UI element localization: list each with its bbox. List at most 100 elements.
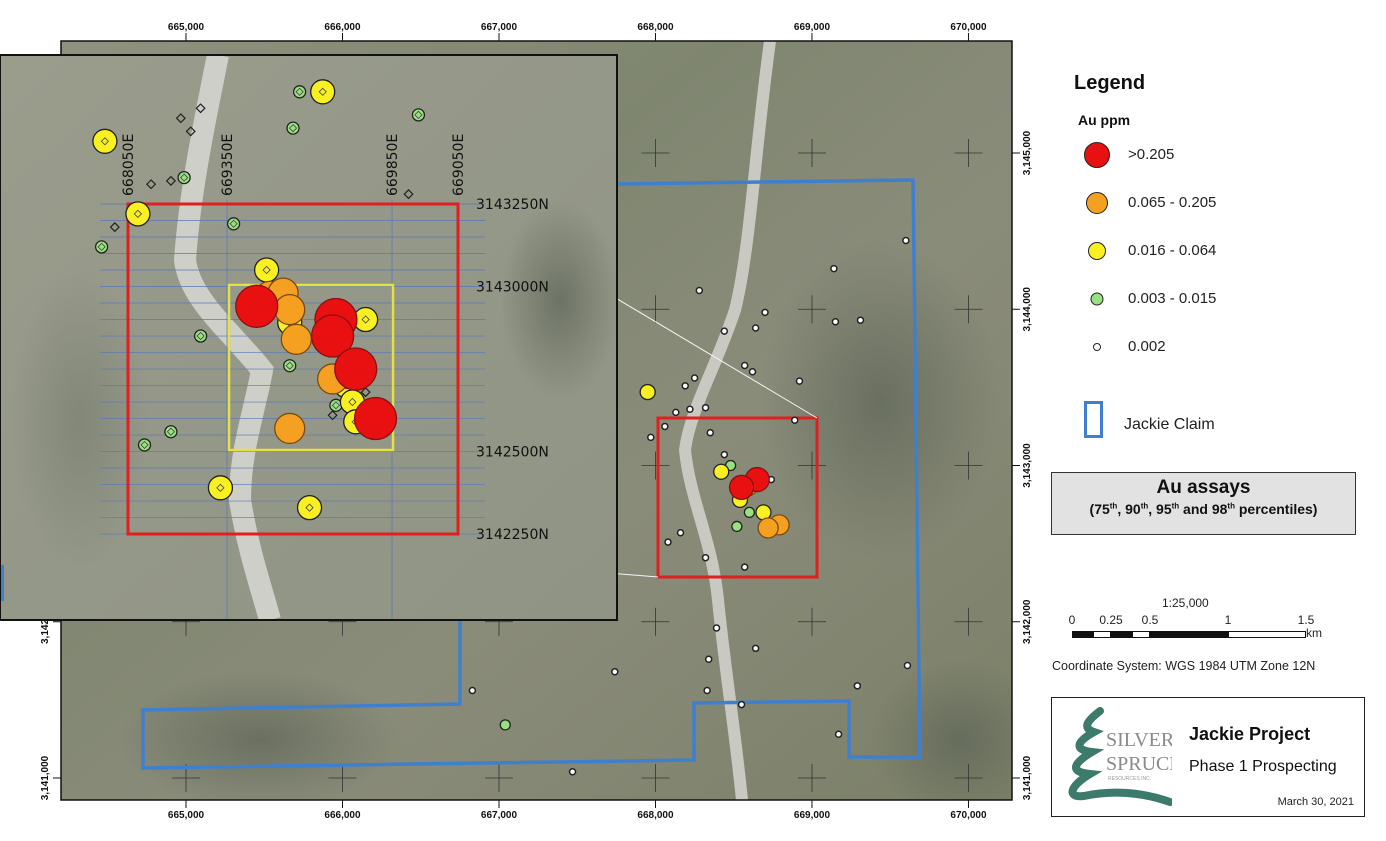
sample-point-diamond[interactable] <box>175 113 186 124</box>
y-tick-label-left: 3,142,000 <box>40 599 51 644</box>
assays-note-box: Au assays (75th, 90th, 95th and 98th per… <box>1051 472 1356 535</box>
sample-point-orange[interactable] <box>757 517 779 539</box>
green-circle-icon <box>1090 292 1104 306</box>
legend-label: 0.002 <box>1128 338 1166 355</box>
sample-point-small[interactable] <box>856 316 865 324</box>
x-tick-label-top: 669,000 <box>794 22 831 33</box>
sample-point-small[interactable] <box>712 624 721 632</box>
sample-point-diamond[interactable] <box>360 387 371 398</box>
sample-point-small[interactable] <box>720 450 729 459</box>
sample-point-yellow[interactable] <box>639 383 656 401</box>
sample-point-yellow[interactable] <box>125 201 151 227</box>
sample-point-yellow[interactable] <box>296 494 323 521</box>
sample-point-yellow[interactable] <box>253 257 280 283</box>
sample-point-green[interactable] <box>411 108 426 122</box>
sample-point-red[interactable] <box>353 396 398 441</box>
silver-spruce-logo: SILVER SPRUCE RESOURCES INC. <box>1068 707 1172 806</box>
sample-point-small[interactable] <box>737 700 746 709</box>
sample-point-orange[interactable] <box>274 293 306 326</box>
y-tick-label-left: 3,141,000 <box>40 755 51 800</box>
y-tick-label-right: 3,145,000 <box>1022 130 1033 175</box>
sample-point-small[interactable] <box>661 422 669 431</box>
sample-point-small[interactable] <box>830 264 838 273</box>
sample-point-diamond[interactable] <box>327 410 338 421</box>
sample-point-green[interactable] <box>286 121 300 135</box>
sample-point-small[interactable] <box>690 374 699 382</box>
inset-map[interactable]: 668050E 669350E 669850E 669050E 3143250N 3143… <box>0 54 620 621</box>
sample-point-orange[interactable] <box>280 323 312 355</box>
sample-point-green[interactable] <box>499 719 511 731</box>
sample-point-green[interactable] <box>164 425 178 439</box>
sample-point-small[interactable] <box>695 286 704 295</box>
sample-point-small[interactable] <box>761 308 769 317</box>
sample-point-diamond[interactable] <box>165 175 176 186</box>
sample-point-small[interactable] <box>647 433 655 442</box>
sample-point-small[interactable] <box>611 668 619 676</box>
sample-point-green[interactable] <box>283 359 297 373</box>
sample-point-red[interactable] <box>728 474 755 501</box>
sample-point-small[interactable] <box>703 686 711 695</box>
sample-point-small[interactable] <box>701 403 710 412</box>
sample-point-small[interactable] <box>903 661 912 670</box>
sample-point-small[interactable] <box>664 538 672 546</box>
sample-point-green[interactable] <box>743 506 756 519</box>
sample-point-diamond[interactable] <box>146 179 157 190</box>
sample-point-green[interactable] <box>94 240 109 254</box>
legend-label: >0.205 <box>1128 146 1175 163</box>
sample-point-small[interactable] <box>706 428 715 437</box>
sample-point-small[interactable] <box>831 318 840 326</box>
legend-label: 0.065 - 0.205 <box>1128 194 1217 211</box>
sample-point-orange[interactable] <box>274 412 306 445</box>
sample-point-small[interactable] <box>686 405 694 413</box>
sample-point-small[interactable] <box>751 324 760 332</box>
sample-point-green[interactable] <box>226 217 241 231</box>
project-title: Jackie Project <box>1189 724 1311 744</box>
sample-point-small[interactable] <box>751 644 760 653</box>
sample-point-green[interactable] <box>292 85 307 99</box>
sample-point-small[interactable] <box>568 768 577 776</box>
sample-point-red[interactable] <box>310 314 355 358</box>
sample-point-diamond[interactable] <box>185 126 196 137</box>
sample-point-small[interactable] <box>704 655 713 663</box>
sample-point-diamond[interactable] <box>403 189 414 200</box>
sample-point-small[interactable] <box>672 408 680 417</box>
sample-point-red[interactable] <box>334 347 378 391</box>
sample-point-small[interactable] <box>720 327 729 335</box>
sample-point-small[interactable] <box>681 382 689 390</box>
project-phase: Phase 1 Prospecting <box>1189 758 1337 775</box>
sample-point-small[interactable] <box>791 416 799 424</box>
sample-point-green[interactable] <box>177 170 191 185</box>
sample-point-small[interactable] <box>701 553 710 562</box>
scale-tick-label: 0.5 <box>1141 613 1159 627</box>
sample-point-yellow[interactable] <box>310 79 336 105</box>
sample-point-small[interactable] <box>795 377 804 385</box>
sample-point-small[interactable] <box>834 730 843 738</box>
sample-point-small[interactable] <box>676 528 685 537</box>
red-circle-icon <box>1084 142 1110 168</box>
sample-point-green[interactable] <box>137 438 152 452</box>
sample-point-small[interactable] <box>853 682 862 690</box>
sample-point-green[interactable] <box>193 329 208 343</box>
sample-point-yellow[interactable] <box>92 128 118 154</box>
inset-detail-area-box <box>126 202 460 536</box>
svg-text:SPRUCE: SPRUCE <box>1106 753 1172 775</box>
scale-tick-label: 1.5 <box>1297 613 1315 627</box>
sample-point-small[interactable] <box>468 686 477 695</box>
sample-point-yellow[interactable] <box>713 463 730 480</box>
y-tick-label-right: 3,143,000 <box>1022 443 1033 488</box>
sample-point-diamond[interactable] <box>195 103 206 114</box>
inset-easting-label: 668050E <box>121 134 137 196</box>
sample-point-green[interactable] <box>731 520 743 533</box>
y-tick-label-right: 3,144,000 <box>1022 287 1033 332</box>
inset-river-channel <box>173 55 281 620</box>
sample-point-red[interactable] <box>235 284 279 328</box>
sample-point-small[interactable] <box>902 236 910 245</box>
inset-northing-label: 3143000N <box>476 280 549 296</box>
sample-point-small[interactable] <box>748 368 757 376</box>
detail-area-box[interactable] <box>656 416 819 579</box>
sample-point-small[interactable] <box>740 563 749 571</box>
sample-point-diamond[interactable] <box>109 222 120 233</box>
sample-point-yellow[interactable] <box>207 475 234 501</box>
sample-point-small[interactable] <box>740 361 749 370</box>
